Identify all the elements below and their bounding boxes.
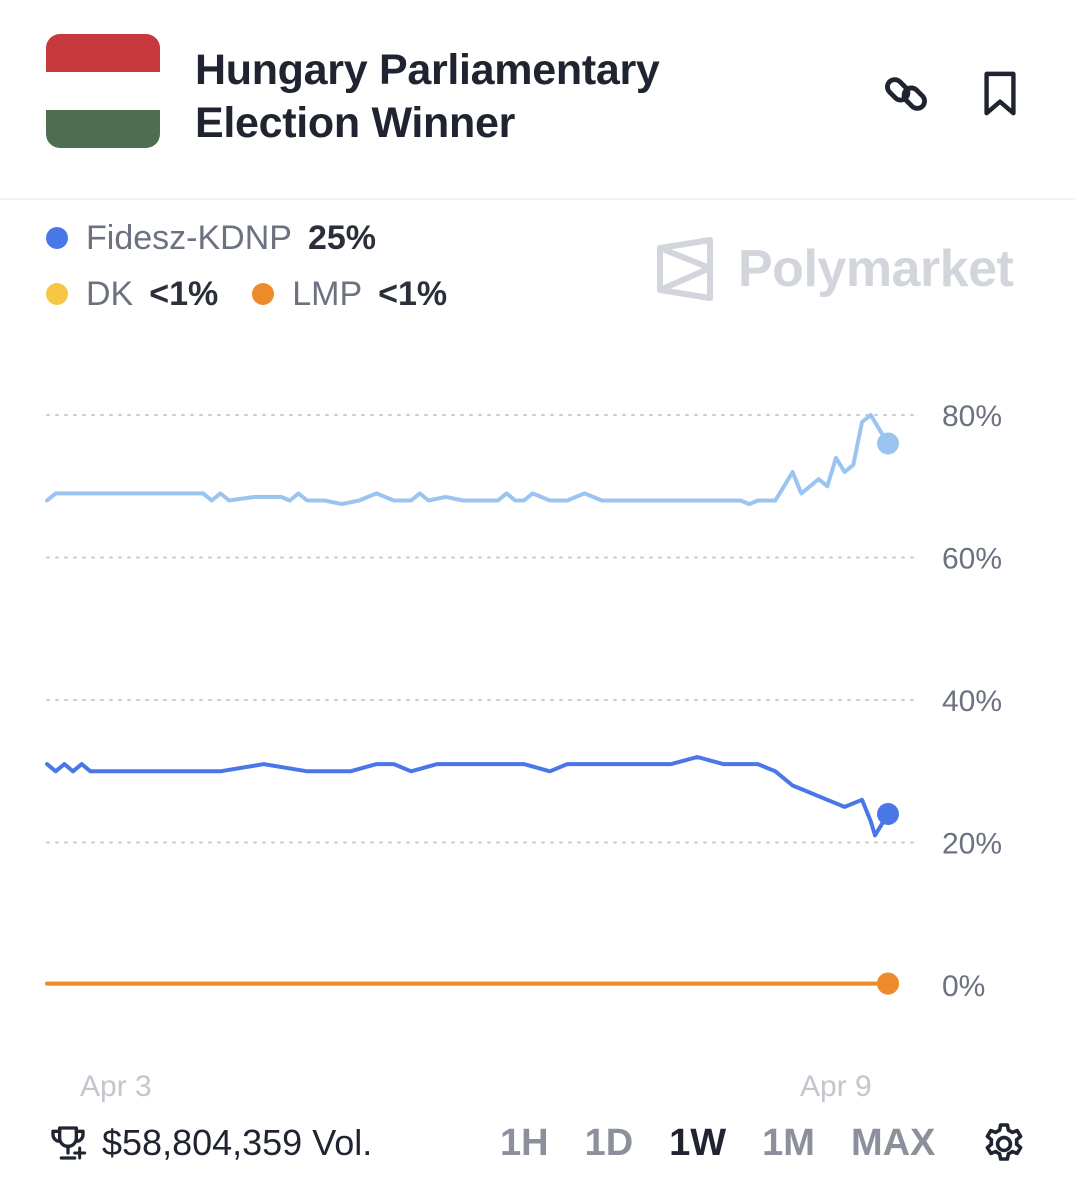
time-range-selector: 1H 1D 1W 1M MAX	[500, 1122, 971, 1165]
series-end-point	[877, 972, 899, 995]
legend-dot-fidesz	[46, 227, 68, 249]
legend-value-fidesz: 25%	[307, 219, 376, 257]
range-1w[interactable]: 1W	[669, 1122, 727, 1164]
legend-item-lmp: LMP <1%	[252, 266, 447, 322]
gear-icon	[985, 1123, 1023, 1161]
flag-stripe-red	[46, 34, 160, 72]
polymarket-watermark: Polymarket	[656, 236, 1014, 302]
trophy-icon	[51, 1126, 87, 1160]
range-1h[interactable]: 1H	[500, 1122, 549, 1164]
legend-item-dk: DK <1%	[46, 266, 218, 322]
volume-display: $58,804,359 Vol.	[48, 1122, 372, 1164]
legend-dot-dk	[46, 283, 68, 305]
legend-name-lmp: LMP	[292, 275, 363, 313]
x-tick-label: Apr 3	[80, 1070, 152, 1103]
legend-row-1: Fidesz-KDNP 25%	[46, 210, 481, 266]
y-tick-label: 60%	[942, 543, 1002, 576]
volume-text: $58,804,359 Vol.	[102, 1122, 373, 1163]
bookmark-icon	[984, 71, 1016, 116]
price-history-chart: 80% 60% 40% 20% 0% Apr 3 Apr 9	[45, 400, 1002, 1103]
series-line	[45, 755, 890, 838]
market-title: Hungary Parliamentary Election Winner	[195, 44, 795, 150]
legend-value-dk: <1%	[149, 275, 219, 313]
bookmark-button[interactable]	[972, 66, 1028, 122]
legend-value-lmp: <1%	[378, 275, 448, 313]
range-1m[interactable]: 1M	[762, 1122, 815, 1164]
y-tick-label: 0%	[942, 970, 985, 1003]
legend-name-dk: DK	[86, 275, 134, 313]
watermark-text: Polymarket	[738, 240, 1014, 298]
x-tick-label: Apr 9	[800, 1070, 872, 1103]
legend-row-2: DK <1% LMP <1%	[46, 266, 481, 322]
legend-item-fidesz: Fidesz-KDNP 25%	[46, 210, 376, 266]
y-tick-label: 40%	[942, 685, 1002, 718]
chart-footer: $58,804,359 Vol. 1H 1D 1W 1M MAX	[0, 1110, 1075, 1180]
hungary-flag-icon	[46, 34, 160, 148]
chart-legend: Fidesz-KDNP 25% DK <1% LMP <1%	[46, 210, 481, 322]
link-icon	[885, 77, 927, 111]
flag-stripe-green	[46, 110, 160, 148]
series-end-point	[877, 432, 899, 455]
y-tick-label: 20%	[942, 828, 1002, 861]
range-max[interactable]: MAX	[850, 1122, 936, 1164]
share-link-button[interactable]	[878, 66, 934, 122]
y-tick-label: 80%	[942, 400, 1002, 433]
chart-settings-button[interactable]	[980, 1120, 1028, 1173]
series-line	[45, 413, 890, 507]
legend-name-fidesz: Fidesz-KDNP	[86, 219, 292, 257]
range-1d[interactable]: 1D	[584, 1122, 634, 1164]
market-title-line2: Election Winner	[195, 99, 516, 147]
legend-dot-lmp	[252, 283, 275, 305]
series-end-point	[877, 803, 899, 825]
flag-stripe-white	[46, 72, 160, 110]
polymarket-logo-icon	[657, 237, 713, 301]
market-header: Hungary Parliamentary Election Winner	[0, 0, 1075, 200]
market-title-line1: Hungary Parliamentary	[195, 46, 660, 94]
